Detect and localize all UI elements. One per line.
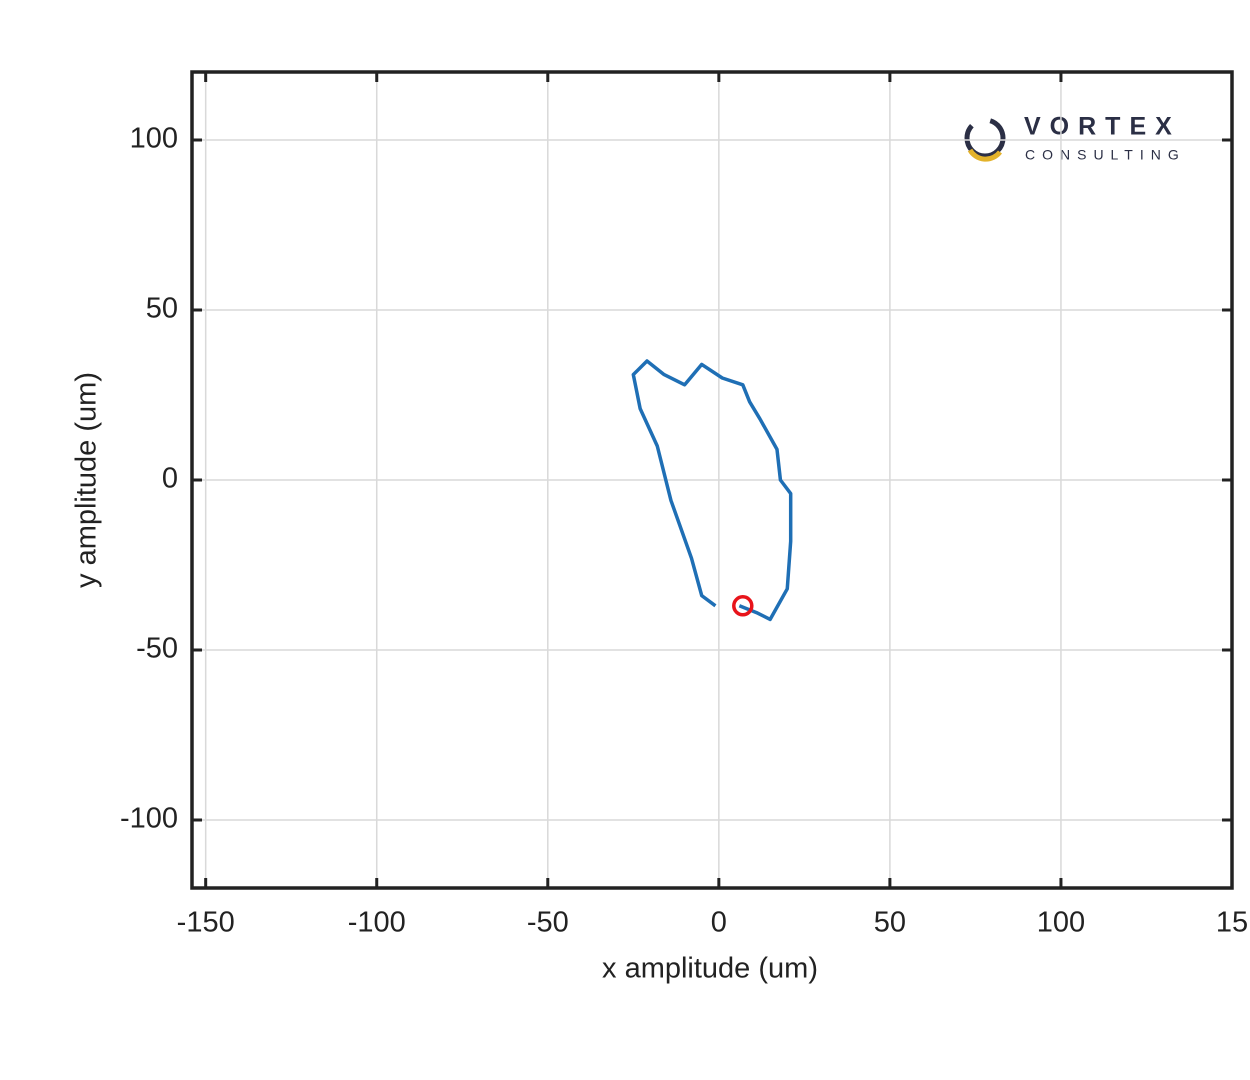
x-tick-label: -150 xyxy=(177,907,235,939)
x-tick-label: -100 xyxy=(348,907,406,939)
y-tick-label: 0 xyxy=(162,463,178,495)
logo-accent xyxy=(967,148,1002,162)
y-tick-label: 50 xyxy=(146,293,178,325)
y-tick-label: 100 xyxy=(130,123,178,155)
watermark-logo: VORTEX CONSULTING xyxy=(964,113,1186,163)
y-axis-label: y amplitude (um) xyxy=(71,372,103,588)
logo-title: VORTEX xyxy=(1024,113,1181,141)
plot-frame xyxy=(190,70,1234,890)
x-tick-label: 100 xyxy=(1037,907,1085,939)
logo-ring xyxy=(964,117,1006,159)
orbit-line xyxy=(631,359,793,622)
x-axis-label: x amplitude (um) xyxy=(602,953,818,985)
x-tick-label: 15 xyxy=(1216,907,1248,939)
y-tick-label: -100 xyxy=(120,803,178,835)
x-tick-label: 0 xyxy=(711,907,727,939)
x-tick-label: 50 xyxy=(874,907,906,939)
keyphasor-marker xyxy=(732,595,754,617)
y-tick-label: -50 xyxy=(136,633,178,665)
logo-subtitle: CONSULTING xyxy=(1025,147,1186,163)
x-tick-label: -50 xyxy=(527,907,569,939)
